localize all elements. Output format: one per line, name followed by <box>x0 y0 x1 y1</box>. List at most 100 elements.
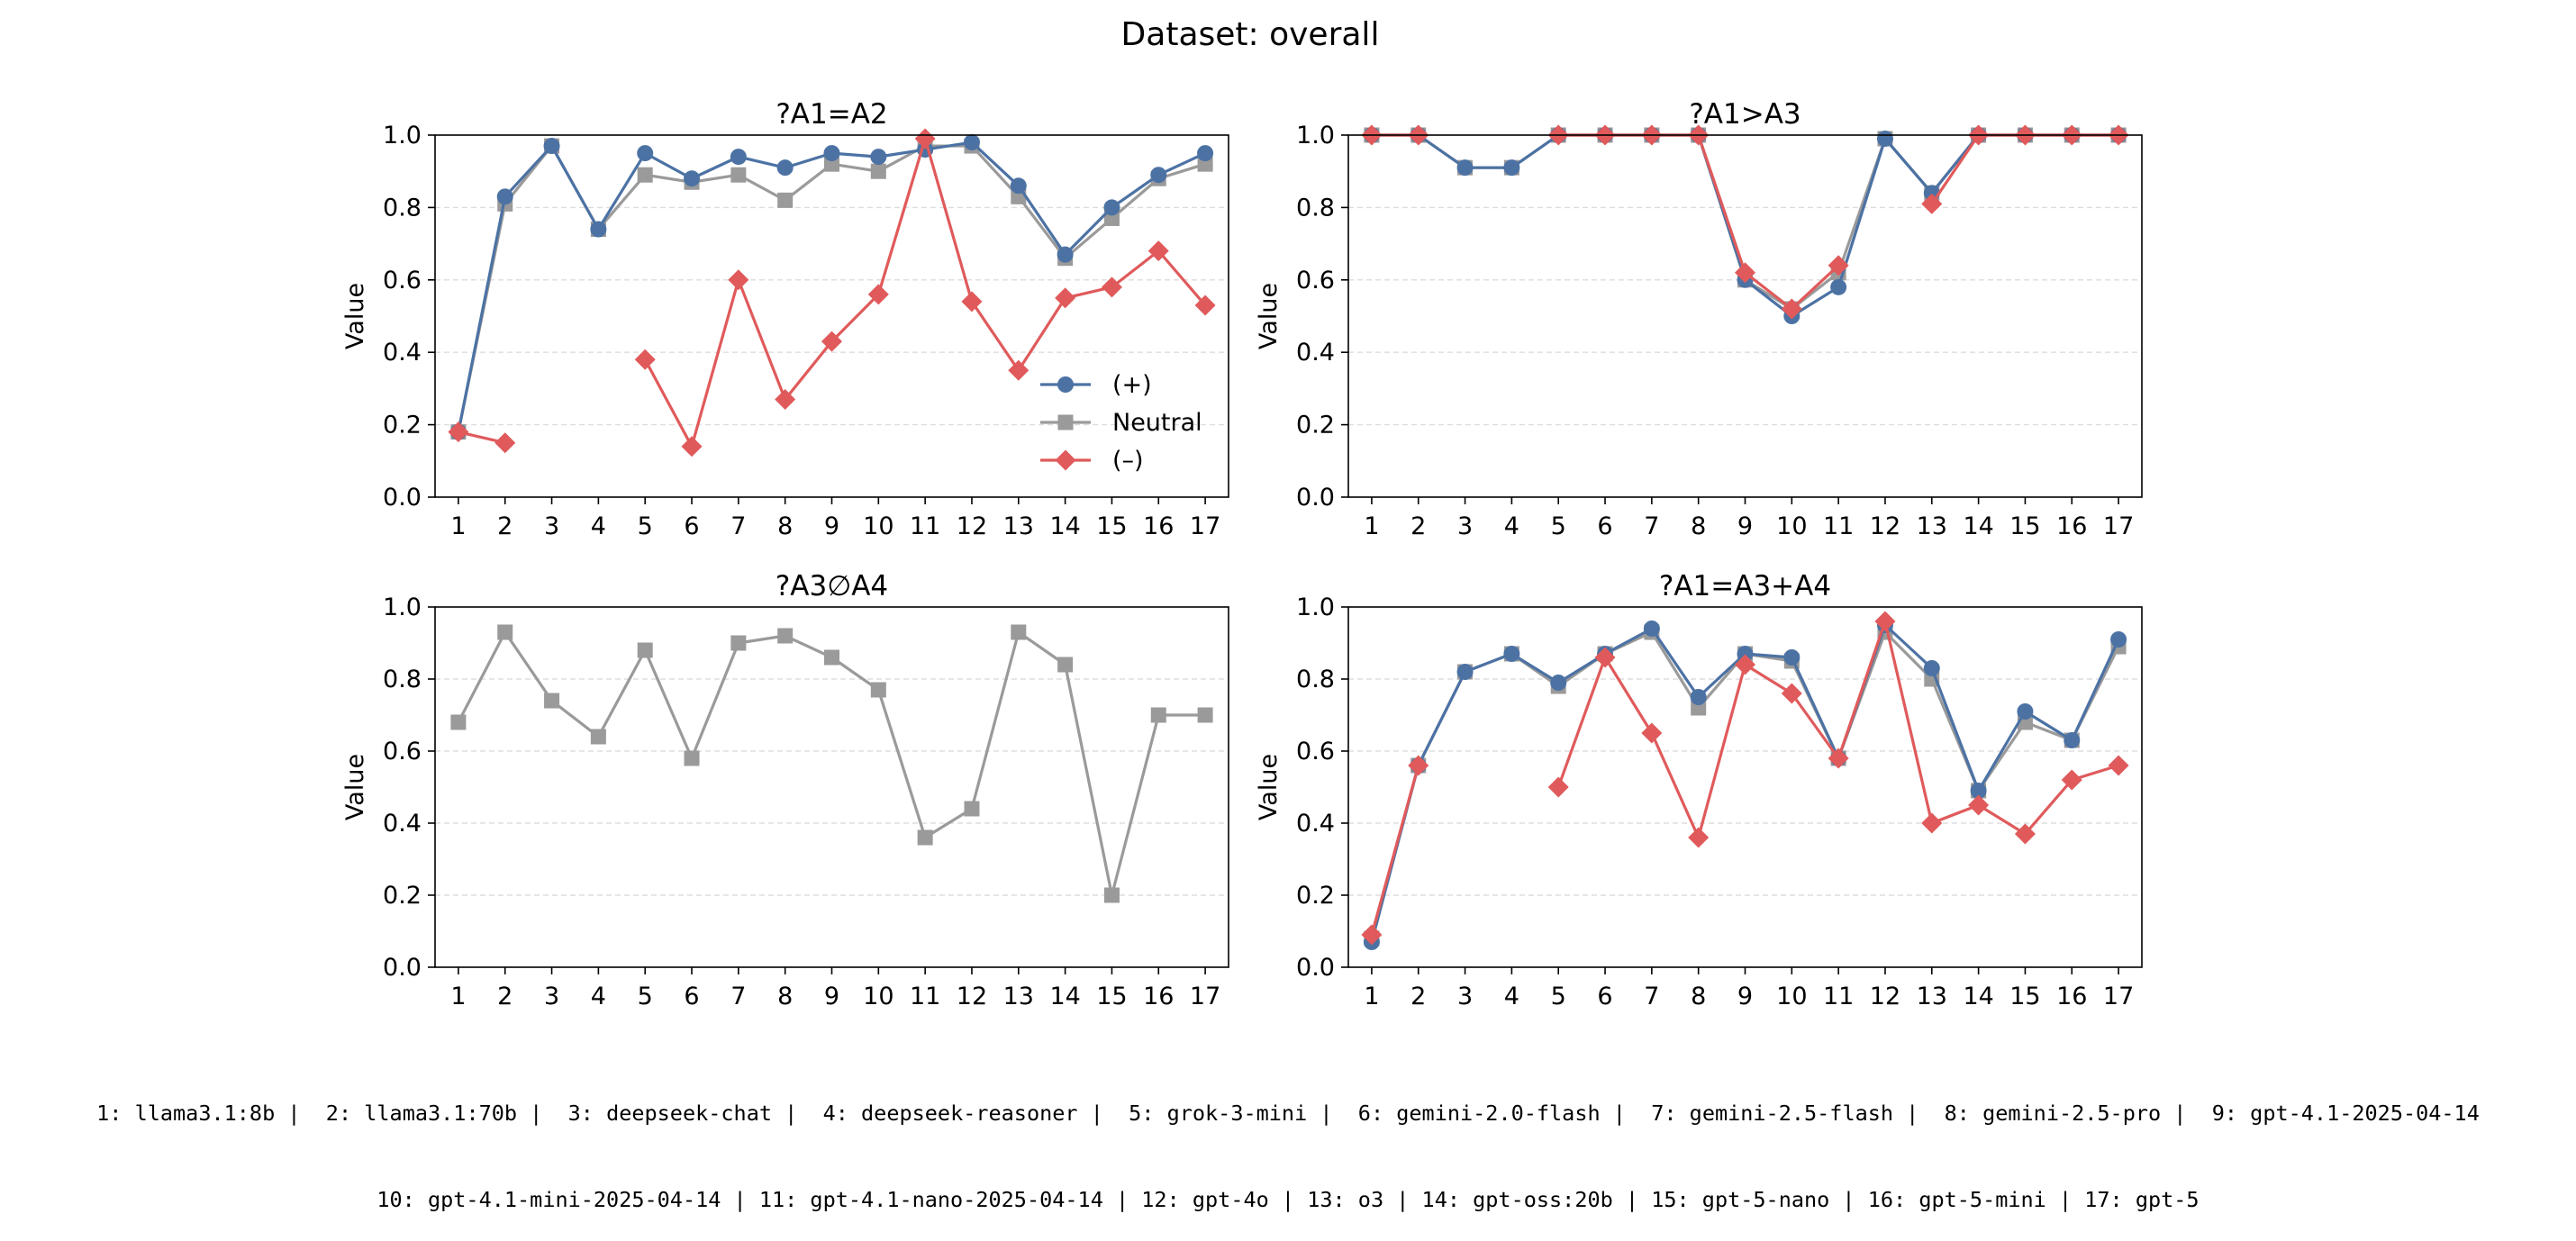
data-point-minus <box>681 436 703 457</box>
data-point-plus <box>1970 783 1987 799</box>
data-point-neutral <box>824 649 839 666</box>
x-tick-label: 17 <box>2103 512 2134 540</box>
x-tick-label: 10 <box>863 512 893 540</box>
data-point-plus <box>1503 159 1520 177</box>
x-tick-label: 13 <box>1917 512 1947 540</box>
x-tick-label: 2 <box>1410 983 1426 1010</box>
x-tick-label: 13 <box>1003 983 1034 1010</box>
data-point-minus <box>961 291 983 313</box>
data-point-plus <box>1197 145 1214 162</box>
x-tick-label: 16 <box>1143 983 1174 1010</box>
data-point-plus <box>1690 689 1707 705</box>
x-tick-label: 14 <box>1049 512 1080 540</box>
x-tick-label: 8 <box>1691 983 1706 1010</box>
data-point-plus <box>1010 177 1027 195</box>
x-tick-label: 5 <box>638 512 653 540</box>
x-tick-label: 7 <box>1644 983 1659 1010</box>
data-point-plus <box>1456 664 1474 680</box>
data-point-plus <box>496 188 513 205</box>
x-tick-label: 8 <box>1691 512 1706 540</box>
legend: (+) Neutral (–) <box>1040 371 1202 475</box>
data-point-minus <box>1147 240 1169 262</box>
data-point-minus <box>914 128 936 149</box>
x-tick-label: 15 <box>2009 512 2040 540</box>
x-tick-label: 6 <box>1597 983 1612 1010</box>
data-point-minus <box>728 269 749 291</box>
data-point-plus <box>543 138 560 155</box>
data-point-plus <box>1923 660 1940 676</box>
x-tick-label: 9 <box>824 512 839 540</box>
y-tick-label: 0.6 <box>383 267 422 294</box>
y-tick-label: 0.0 <box>1296 484 1335 512</box>
panel-4: 0.00.20.40.60.81.01 2 3 4 5 6 7 8 9 10 11 12 13 14 15 1… <box>1255 570 2143 1010</box>
panels: 0.00.20.40.60.81.01 2 3 4 5 6 7 8 9 10 11 12 13 14 15 1… <box>341 98 2143 1010</box>
data-point-neutral <box>450 714 467 730</box>
x-tick-label: 14 <box>1963 512 1993 540</box>
data-point-minus <box>1781 683 1802 704</box>
y-tick-label: 0.8 <box>1296 194 1335 222</box>
data-point-neutral <box>1011 624 1027 640</box>
data-point-minus <box>1008 359 1029 381</box>
data-point-plus <box>684 170 701 187</box>
data-point-minus <box>2061 769 2082 791</box>
data-point-minus <box>1921 193 1943 214</box>
data-point-plus <box>2017 703 2034 720</box>
data-point-minus <box>1921 812 1943 834</box>
x-tick-label: 3 <box>1457 983 1473 1010</box>
x-tick-label: 9 <box>824 983 839 1010</box>
data-point-minus <box>1828 255 1849 276</box>
x-tick-label: 2 <box>1410 512 1426 540</box>
x-tick-label: 10 <box>1776 983 1807 1010</box>
panel-3: 0.00.20.40.60.81.01 2 3 4 5 6 7 8 9 10 11 12 13 14 15 1… <box>341 570 1229 1010</box>
data-point-neutral <box>1197 707 1213 723</box>
x-tick-label: 12 <box>1870 512 1900 540</box>
model-key-line-1: 1: llama3.1:8b | 2: llama3.1:70b | 3: de… <box>96 1101 2480 1126</box>
y-tick-label: 1.0 <box>383 593 422 621</box>
data-point-neutral <box>544 693 560 709</box>
data-point-plus <box>2110 631 2127 648</box>
data-point-neutral <box>637 642 653 658</box>
legend-label-minus: (–) <box>1112 447 1144 475</box>
data-point-neutral <box>870 682 886 698</box>
chart-title: Dataset: overall <box>1121 16 1380 53</box>
y-tick-label: 0.2 <box>383 882 422 910</box>
data-point-neutral <box>730 635 747 651</box>
y-tick-label: 1.0 <box>383 122 422 149</box>
x-tick-label: 1 <box>1364 512 1379 540</box>
y-axis-label: Value <box>1255 283 1283 349</box>
x-tick-label: 15 <box>1096 512 1127 540</box>
y-tick-label: 0.8 <box>383 666 422 693</box>
panel-title: ?A1=A2 <box>776 98 887 131</box>
data-point-plus <box>776 159 794 177</box>
data-point-plus <box>1737 646 1754 662</box>
model-key-line-2: 10: gpt-4.1-mini-2025-04-14 | 11: gpt-4.… <box>376 1187 2200 1212</box>
data-point-neutral <box>870 163 886 179</box>
x-tick-label: 3 <box>544 983 559 1010</box>
x-tick-label: 6 <box>684 983 699 1010</box>
data-point-plus <box>590 221 607 238</box>
data-point-plus <box>1503 646 1520 662</box>
x-tick-label: 17 <box>2103 983 2134 1010</box>
x-tick-label: 6 <box>684 512 699 540</box>
x-tick-label: 4 <box>1504 512 1519 540</box>
data-point-minus <box>821 331 842 352</box>
y-tick-label: 0.2 <box>383 412 422 439</box>
x-tick-label: 16 <box>2056 512 2087 540</box>
series-line-neutral <box>457 630 1206 897</box>
data-point-neutral <box>1103 887 1120 903</box>
data-point-plus <box>1830 278 1847 295</box>
x-tick-label: 5 <box>1551 983 1566 1010</box>
x-tick-label: 1 <box>1364 983 1379 1010</box>
data-point-minus <box>775 388 796 410</box>
x-tick-label: 2 <box>497 983 512 1010</box>
x-tick-label: 16 <box>2056 983 2087 1010</box>
data-point-minus <box>2014 823 2036 845</box>
axes-frame <box>434 134 1229 498</box>
axes-frame <box>1347 134 2143 498</box>
x-tick-label: 1 <box>450 512 466 540</box>
data-point-plus <box>1456 159 1474 177</box>
y-tick-label: 1.0 <box>1296 593 1335 621</box>
data-point-neutral <box>917 829 933 846</box>
data-point-minus <box>1361 924 1383 946</box>
